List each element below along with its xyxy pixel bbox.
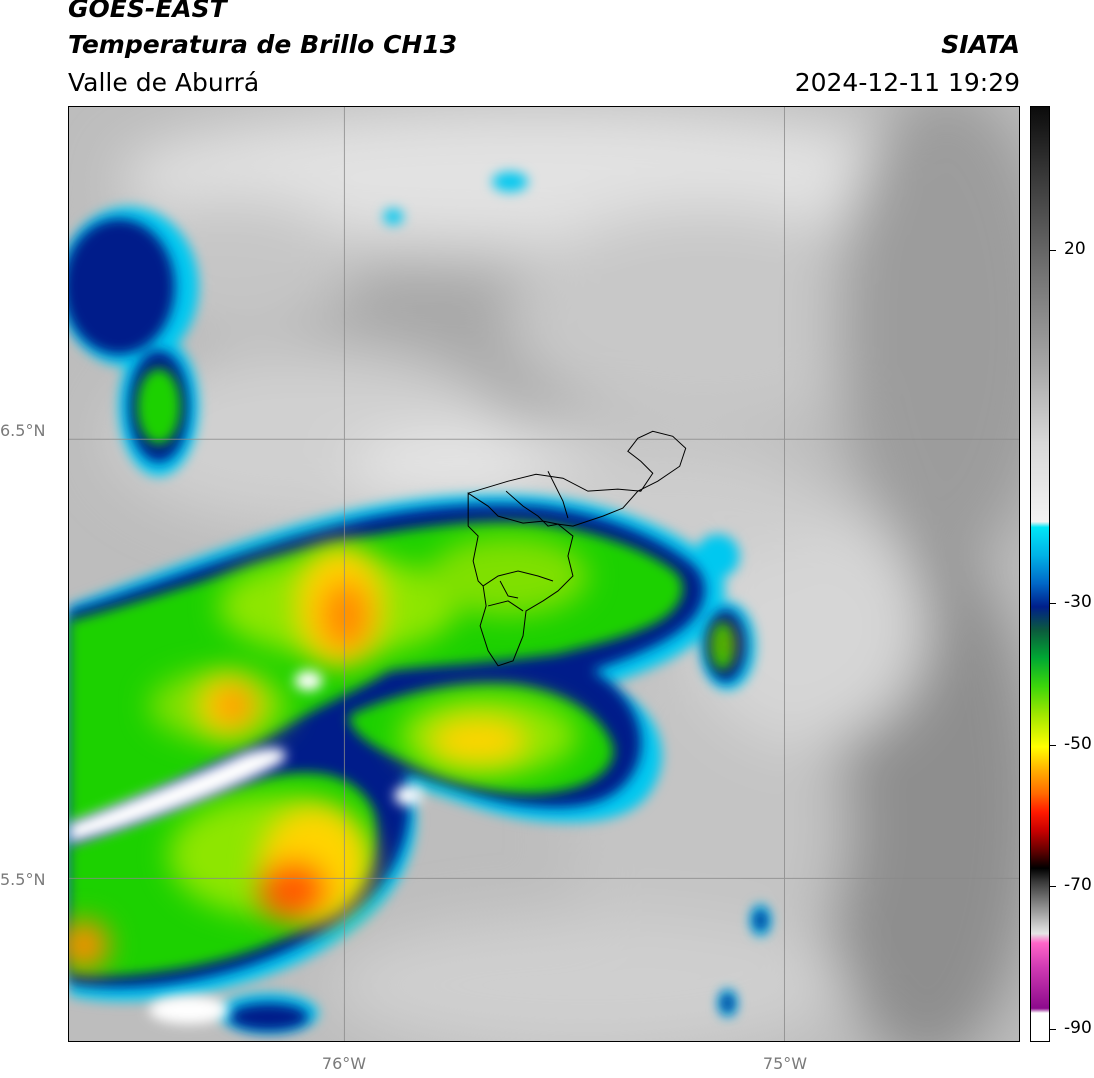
lon-label-75w: 75°W xyxy=(762,1054,808,1073)
colorbar-tick xyxy=(1050,250,1056,251)
colorbar-label: -50 xyxy=(1064,734,1092,754)
map-panel xyxy=(68,106,1020,1042)
colorbar-label: 20 xyxy=(1064,239,1086,259)
lon-label-76w: 76°W xyxy=(321,1054,367,1073)
region-subtitle: Valle de Aburrá xyxy=(68,68,260,97)
colorbar-tick xyxy=(1050,1029,1056,1030)
colorbar-tick xyxy=(1050,603,1056,604)
organization-label: SIATA xyxy=(941,30,1020,59)
warm-gap xyxy=(69,670,423,1025)
temperature-colorbar xyxy=(1030,106,1050,1042)
colorbar-tick xyxy=(1050,886,1056,887)
colorbar-label: -90 xyxy=(1064,1018,1092,1038)
brightness-temperature-field xyxy=(69,107,1019,1041)
municipality-boundaries xyxy=(467,430,687,667)
graticule xyxy=(69,107,1019,1041)
product-title: Temperatura de Brillo CH13 xyxy=(68,30,458,59)
colorbar-label: -30 xyxy=(1064,592,1092,612)
satellite-title: GOES-EAST xyxy=(68,0,227,23)
lat-label-5-5n: 5.5°N xyxy=(0,870,46,889)
lat-label-6-5n: 6.5°N xyxy=(0,421,46,440)
colorbar-tick xyxy=(1050,745,1056,746)
colorbar-label: -70 xyxy=(1064,875,1092,895)
cloud-core-coldest xyxy=(69,546,734,971)
timestamp-label: 2024-12-11 19:29 xyxy=(794,68,1020,97)
